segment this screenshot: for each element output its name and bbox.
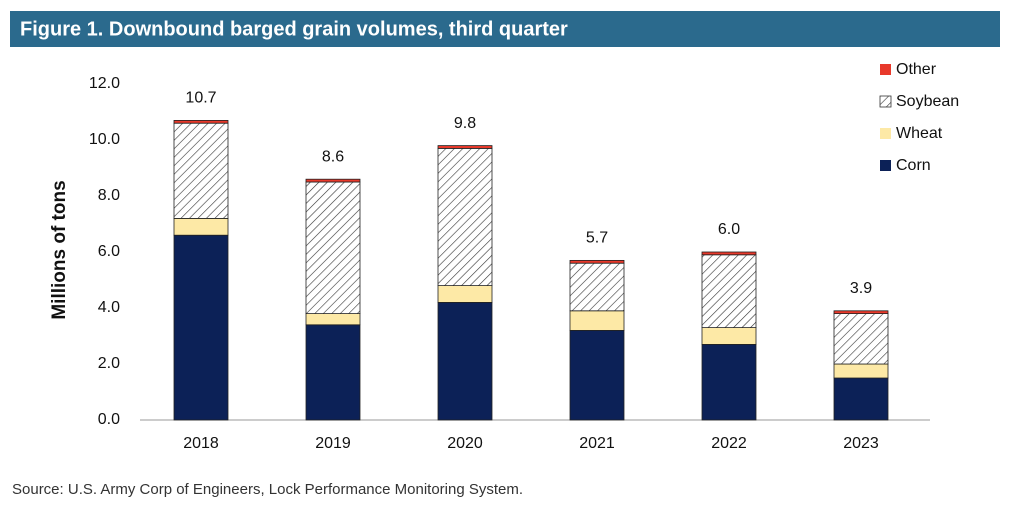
bar-segment <box>437 145 493 149</box>
legend-swatch <box>880 64 891 75</box>
y-tick-label: 12.0 <box>89 75 120 92</box>
total-label: 9.8 <box>454 115 476 132</box>
bar-segment <box>173 122 229 219</box>
total-label: 8.6 <box>322 148 344 165</box>
total-label: 5.7 <box>586 230 608 247</box>
legend-label: Soybean <box>896 93 959 110</box>
bar-segment <box>569 259 625 264</box>
bar-segment <box>569 310 625 331</box>
bar-segment <box>833 313 889 365</box>
bar-segment <box>701 343 757 421</box>
x-tick-label: 2023 <box>843 435 879 452</box>
source-note: Source: U.S. Army Corp of Engineers, Loc… <box>12 481 523 498</box>
bar-segment <box>437 147 493 286</box>
y-tick-label: 4.0 <box>98 299 120 316</box>
bar-segment <box>437 285 493 303</box>
chart-title: Figure 1. Downbound barged grain volumes… <box>20 18 568 40</box>
total-label: 10.7 <box>185 90 216 107</box>
bar-segment <box>173 217 229 236</box>
legend-label: Other <box>896 61 937 78</box>
y-tick-label: 8.0 <box>98 187 120 204</box>
x-tick-label: 2022 <box>711 435 747 452</box>
bar-segment <box>569 329 625 421</box>
bar-segment <box>305 181 361 315</box>
bar-segment <box>833 363 889 379</box>
legend-label: Wheat <box>896 125 943 142</box>
bar-segment <box>701 251 757 256</box>
bar-segment <box>437 301 493 421</box>
legend-label: Corn <box>896 157 931 174</box>
bar-segment <box>833 310 889 314</box>
x-tick-label: 2020 <box>447 435 483 452</box>
bar-segment <box>701 327 757 345</box>
bar-segment <box>833 377 889 421</box>
bar-segment <box>305 313 361 326</box>
legend-swatch <box>880 128 891 139</box>
bar-segment <box>569 262 625 312</box>
total-label: 6.0 <box>718 221 740 238</box>
legend-swatch <box>879 95 892 108</box>
y-tick-label: 2.0 <box>98 355 120 372</box>
bar-segment <box>701 254 757 329</box>
x-tick-label: 2018 <box>183 435 219 452</box>
y-tick-label: 0.0 <box>98 411 120 428</box>
y-tick-label: 6.0 <box>98 243 120 260</box>
title-bar <box>10 11 1000 47</box>
total-label: 3.9 <box>850 280 872 297</box>
y-tick-label: 10.0 <box>89 131 120 148</box>
bar-segment <box>173 120 229 124</box>
x-tick-label: 2019 <box>315 435 351 452</box>
bar-segment <box>173 234 229 421</box>
y-axis-title: Millions of tons <box>49 180 70 319</box>
x-tick-label: 2021 <box>579 435 615 452</box>
bar-segment <box>305 324 361 421</box>
bar-segment <box>305 178 361 183</box>
legend-swatch <box>880 160 891 171</box>
